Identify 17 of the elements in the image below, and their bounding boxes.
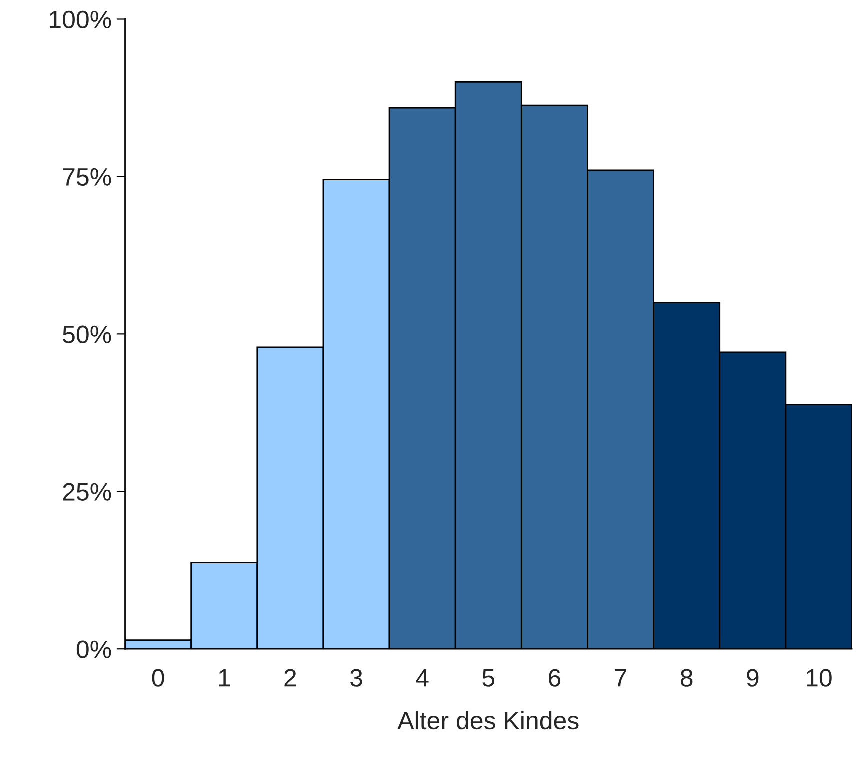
x-axis-title: Alter des Kindes [398,711,579,730]
x-tick-label: 3 [350,669,362,687]
x-tick-label: 7 [615,669,626,687]
y-tick-label: 25% [63,483,112,501]
y-tick-label: 100% [50,10,112,29]
y-tick-label: 75% [63,168,112,186]
x-tick-label: 1 [219,669,230,687]
x-tick-label: 8 [680,669,693,687]
x-tick-label: 0 [152,669,164,687]
x-tick-label: 6 [549,669,561,687]
x-tick-label: 9 [747,669,759,687]
x-tick-label: 10 [806,669,832,687]
x-tick-label: 4 [416,669,429,687]
y-tick-label: 50% [63,326,112,344]
x-tick-label: 2 [284,669,296,687]
y-tick-label: 0% [76,640,112,658]
x-tick-label: 5 [482,669,495,687]
